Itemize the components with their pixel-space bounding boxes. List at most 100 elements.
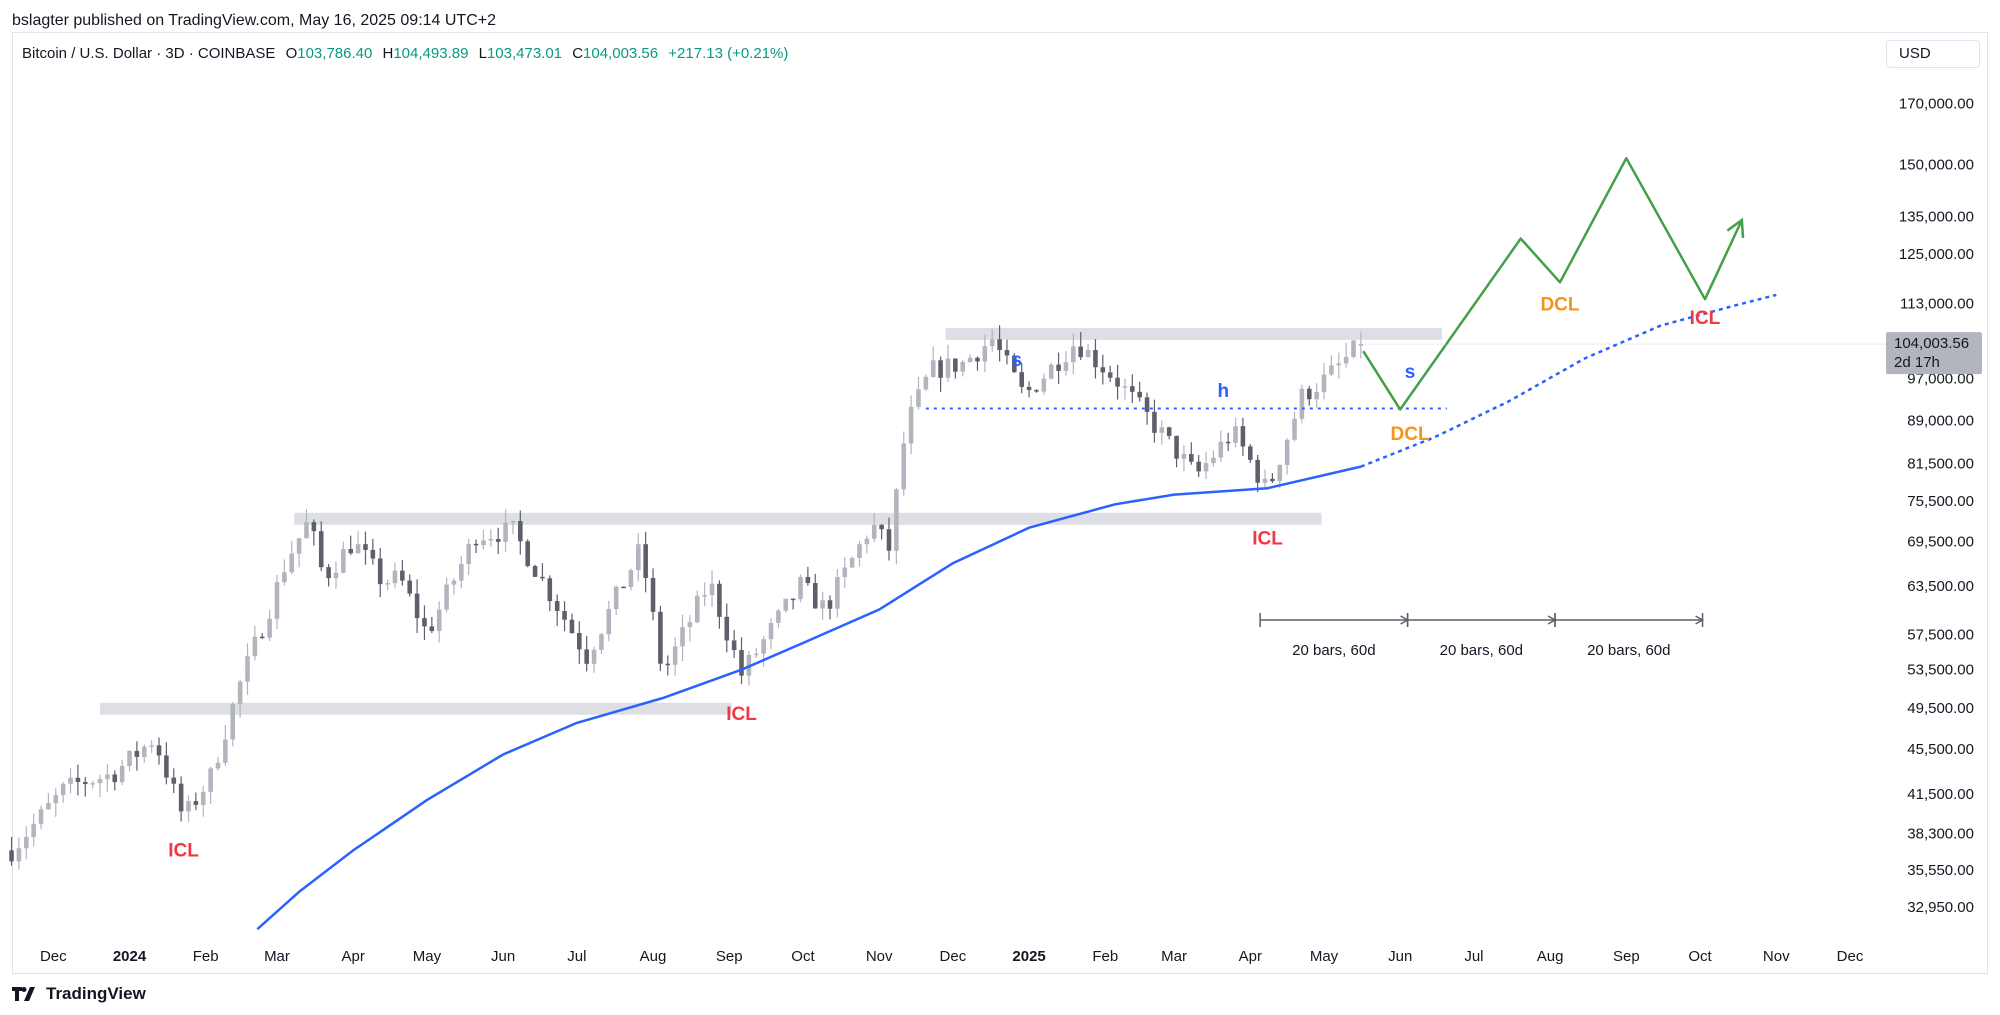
candle-up[interactable] [628, 570, 634, 587]
candle-up[interactable] [636, 544, 641, 571]
candle-down[interactable] [377, 558, 383, 585]
candle-up[interactable] [820, 600, 825, 609]
candle-down[interactable] [658, 611, 663, 664]
candle-down[interactable] [1107, 372, 1113, 378]
candle-up[interactable] [1321, 374, 1327, 393]
candle-up[interactable] [510, 520, 516, 523]
candle-down[interactable] [886, 529, 892, 551]
candle-up[interactable] [1336, 363, 1342, 366]
candle-up[interactable] [459, 564, 464, 581]
candle-up[interactable] [842, 567, 848, 578]
candle-down[interactable] [429, 626, 435, 632]
candle-up[interactable] [687, 622, 693, 627]
candle-down[interactable] [665, 663, 671, 666]
price-zone[interactable] [294, 512, 1322, 525]
candle-up[interactable] [333, 572, 339, 579]
candle-up[interactable] [989, 339, 995, 347]
candle-up[interactable] [798, 577, 803, 600]
candle-up[interactable] [392, 570, 398, 584]
candle-up[interactable] [1358, 344, 1364, 346]
candle-up[interactable] [296, 538, 302, 554]
candle-up[interactable] [916, 389, 921, 407]
candle-up[interactable] [208, 768, 213, 792]
candle-up[interactable] [245, 656, 250, 682]
candle-up[interactable] [680, 626, 685, 647]
candle-down[interactable] [1137, 391, 1142, 398]
candle-down[interactable] [643, 544, 648, 578]
candle-down[interactable] [577, 632, 582, 650]
candle-down[interactable] [879, 524, 884, 530]
candle-down[interactable] [1225, 441, 1231, 444]
candle-down[interactable] [370, 549, 376, 559]
candle-down[interactable] [1012, 355, 1017, 373]
candle-up[interactable] [119, 765, 125, 783]
candle-up[interactable] [1122, 386, 1128, 388]
candle-down[interactable] [562, 611, 567, 620]
candle-down[interactable] [1093, 350, 1098, 368]
candle-up[interactable] [599, 634, 604, 650]
candle-up[interactable] [1314, 392, 1319, 400]
candle-up[interactable] [53, 795, 59, 804]
candle-up[interactable] [149, 745, 154, 747]
candle-up[interactable] [451, 580, 457, 585]
candle-down[interactable] [621, 586, 626, 589]
candle-up[interactable] [709, 583, 715, 596]
candle-down[interactable] [1270, 478, 1275, 482]
candle-down[interactable] [363, 544, 368, 550]
candle-down[interactable] [525, 541, 530, 567]
candle-down[interactable] [790, 598, 796, 601]
candle-up[interactable] [200, 791, 206, 805]
tradingview-footer[interactable]: TradingView [12, 984, 146, 1004]
candle-down[interactable] [259, 636, 265, 639]
candle-down[interactable] [1026, 386, 1032, 391]
candle-up[interactable] [1233, 426, 1238, 443]
candle-up[interactable] [923, 376, 929, 390]
candle-up[interactable] [38, 809, 44, 824]
candle-down[interactable] [1034, 390, 1039, 392]
candle-down[interactable] [554, 601, 560, 612]
candle-up[interactable] [894, 489, 899, 551]
candle-down[interactable] [193, 801, 199, 805]
candle-down[interactable] [164, 755, 169, 778]
candle-up[interactable] [46, 803, 51, 810]
candle-up[interactable] [776, 610, 781, 623]
candle-down[interactable] [953, 358, 958, 372]
candle-down[interactable] [812, 583, 818, 609]
candle-up[interactable] [436, 609, 442, 632]
candle-down[interactable] [112, 774, 118, 783]
candle-up[interactable] [849, 557, 855, 568]
candle-down[interactable] [1189, 454, 1194, 462]
current-price-tag[interactable] [1886, 332, 1982, 375]
candle-up[interactable] [60, 783, 66, 796]
candle-up[interactable] [16, 848, 22, 862]
candle-down[interactable] [938, 360, 943, 378]
candle-up[interactable] [355, 544, 361, 554]
price-zone[interactable] [100, 702, 732, 715]
candle-down[interactable] [1248, 446, 1253, 460]
candle-down[interactable] [584, 649, 589, 664]
candle-up[interactable] [702, 595, 707, 597]
candle-down[interactable] [1196, 461, 1201, 472]
candle-up[interactable] [783, 598, 789, 611]
candle-up[interactable] [274, 582, 280, 619]
candle-down[interactable] [532, 566, 538, 577]
candle-down[interactable] [171, 777, 177, 784]
candle-up[interactable] [1343, 356, 1349, 364]
candle-down[interactable] [1004, 350, 1010, 356]
candle-down[interactable] [1144, 397, 1150, 412]
candle-up[interactable] [967, 357, 973, 363]
candle-up[interactable] [215, 762, 221, 769]
candle-down[interactable] [422, 618, 427, 627]
candle-down[interactable] [407, 580, 412, 594]
candle-down[interactable] [1078, 346, 1083, 358]
candle-up[interactable] [901, 443, 907, 490]
candle-up[interactable] [141, 746, 147, 757]
candle-up[interactable] [871, 524, 877, 539]
candle-up[interactable] [341, 549, 346, 573]
candle-down[interactable] [975, 357, 980, 362]
currency-selector[interactable]: USD [1886, 40, 1980, 68]
candle-down[interactable] [650, 577, 656, 612]
candle-up[interactable] [1351, 340, 1356, 357]
candle-up[interactable] [385, 583, 390, 585]
moving-average-projection[interactable] [1360, 293, 1777, 468]
